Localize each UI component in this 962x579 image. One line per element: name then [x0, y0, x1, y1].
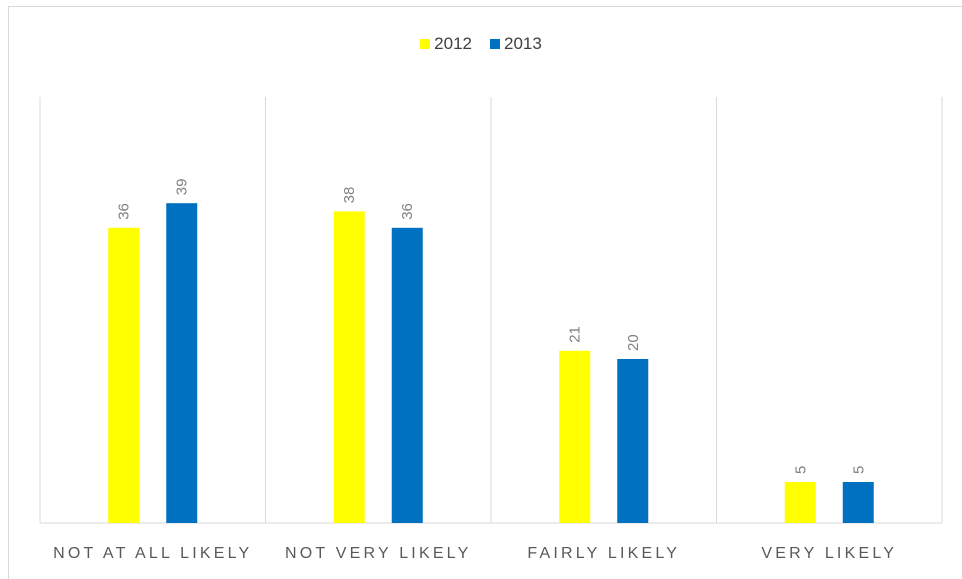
- category-label-1: NOT VERY LIKELY: [285, 545, 471, 562]
- data-label-2012-0: 36: [116, 203, 133, 220]
- data-label-2012-3: 5: [792, 466, 809, 474]
- bar-2012-3: [784, 482, 816, 523]
- data-label-2013-1: 36: [399, 203, 416, 220]
- data-label-2013-0: 39: [174, 179, 191, 196]
- legend-item-2012: 2012: [420, 34, 472, 54]
- chart-frame: [8, 6, 962, 579]
- legend-label-2013: 2013: [504, 34, 542, 53]
- bar-2012-1: [333, 211, 365, 523]
- bar-2012-0: [108, 227, 140, 524]
- category-label-3: VERY LIKELY: [761, 545, 897, 562]
- bar-2013-1: [391, 227, 423, 524]
- category-label-0: NOT AT ALL LIKELY: [53, 545, 252, 562]
- bar-2013-3: [842, 482, 874, 523]
- chart-legend: 2012 2013: [0, 32, 962, 56]
- data-label-2013-2: 20: [625, 334, 642, 351]
- data-label-2012-1: 38: [341, 187, 358, 204]
- bar-2012-2: [559, 350, 591, 523]
- legend-swatch-2012: [420, 39, 431, 49]
- legend-swatch-2013: [490, 39, 500, 49]
- legend-item-2013: 2013: [490, 34, 542, 54]
- category-label-2: FAIRLY LIKELY: [527, 545, 680, 562]
- bar-2013-2: [617, 359, 649, 523]
- legend-label-2012: 2012: [434, 34, 472, 53]
- bar-2013-0: [166, 203, 198, 523]
- data-label-2012-2: 21: [567, 326, 584, 343]
- data-label-2013-3: 5: [850, 466, 867, 474]
